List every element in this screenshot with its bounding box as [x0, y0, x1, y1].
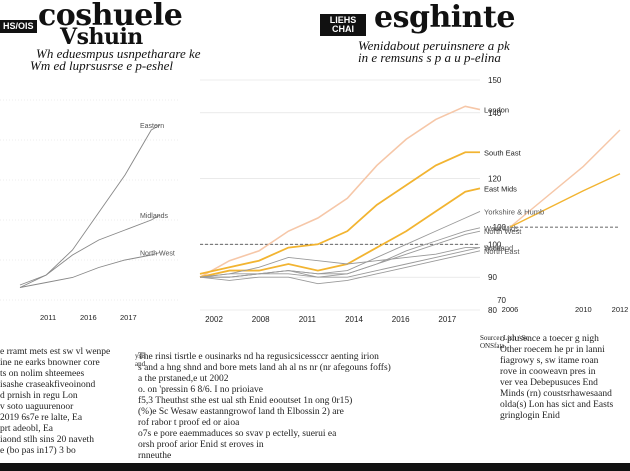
y-tick-label: 100 — [488, 240, 502, 249]
bottom-bar — [0, 463, 630, 471]
right-body-line: Minds (rn) coustsrhawesaand — [500, 389, 612, 399]
left-body-line: isashe craseakfiveoinond — [0, 380, 96, 390]
main-body-line: (%)e Sc Wesaw eastanngrowof land th Elbo… — [138, 407, 344, 417]
series-label: North West — [484, 227, 522, 236]
left-body-text: e rramt mets est sw vl wenpe ine ne earks… — [0, 347, 120, 457]
left-body-line: iaond stlh sins 20 naveth — [0, 435, 94, 445]
inset-x-tick-label: 2006 — [502, 305, 519, 314]
left-logo: HS/OIS — [0, 20, 37, 33]
main-body-line: rnneuthe — [138, 451, 172, 461]
left-subhead: Vshuin — [60, 24, 143, 50]
bg-x-tick-label: 2016 — [80, 313, 97, 322]
main-body-line: f5,3 Theuthst sthe est ual sth Enid eoou… — [138, 396, 353, 406]
x-tick-label: 2008 — [252, 315, 270, 324]
chart-source: Source: Lich / Sc ONSfata — [480, 334, 529, 350]
main-body-line: The rinsi tisrtle e ousinarks nd ha regu… — [138, 352, 379, 362]
inset-line-chart: 70 100 2006 2010 2012 — [493, 129, 629, 314]
main-body-line: orsh proof arior Enid st eroves in — [138, 440, 264, 450]
series-line — [199, 105, 481, 278]
right-body-line: o plusence a toecer g nigh — [500, 334, 599, 344]
main-body-line: o. on 'pressin 6 8/6. I no prioiave — [138, 385, 263, 395]
series-line — [199, 250, 481, 285]
y-tick-label: 140 — [488, 109, 502, 118]
inset-x-tick-label: 2010 — [575, 305, 592, 314]
right-body-line: ver vea Debepusuces End — [500, 378, 598, 388]
bg-x-tick-label: 2011 — [40, 313, 56, 322]
inset-y-tick-label: 100 — [493, 223, 507, 232]
inset-y-tick-label: 70 — [497, 296, 506, 305]
inset-series-line — [509, 129, 621, 228]
bg-series-line — [19, 252, 161, 288]
right-body-line: Other roecem he pr in lanni — [500, 345, 605, 355]
bg-series-line — [19, 214, 161, 286]
series-label: North East — [484, 247, 520, 256]
right-headline: esghinte — [374, 0, 515, 35]
main-body-line: a the prstaned,e ut 2002 — [138, 374, 229, 384]
series-line — [199, 151, 480, 275]
left-body-line: ts on nolim shteemees — [0, 369, 85, 379]
y-tick-label: 90 — [488, 273, 497, 282]
left-body-line: v soto uaguurenoor — [0, 402, 74, 412]
left-body-line: e rramt mets est sw vl wenpe — [0, 347, 111, 357]
main-body-text: The rinsi tisrtle e ousinarks nd ha regu… — [138, 352, 468, 462]
right-body-line: rove in cooweavn pres in — [500, 367, 596, 377]
right-deck-2: in e remsuns s p a u p-elina — [358, 50, 501, 65]
series-label: West Mids — [484, 224, 519, 233]
x-tick-label: 2016 — [392, 315, 410, 324]
y-tick-label: 120 — [488, 175, 502, 184]
left-deck-2: Wm ed luprsusrse e p-eshel — [30, 58, 173, 73]
series-line — [199, 247, 480, 278]
left-deck: Wh eduesmpus usnpetharare ke — [36, 46, 201, 61]
inset-x-tick-label: 2012 — [612, 305, 629, 314]
right-body-line: olda(s) Lon has sict and Easts — [500, 400, 614, 410]
y-tick-label: 80 — [488, 306, 497, 315]
series-label: Yorkshire & Humb — [484, 207, 544, 216]
inset-series-line — [509, 173, 621, 228]
left-body-line: prt adeobl, Ea — [0, 424, 54, 434]
main-line-chart: 80 90 100 120 140 150 2002 2008 2011 2014 2016 2017… — [199, 76, 544, 324]
series-label: East Mids — [484, 184, 517, 193]
analysis-label-2: and — [135, 360, 146, 368]
left-body-line: ine ne earks bnowner core — [0, 358, 100, 368]
right-body-line: fiagrowy s, sw itame roan — [500, 356, 599, 366]
main-body-line: s and a hng shnd and bore mets land ah a… — [138, 363, 391, 373]
y-tick-label: 150 — [488, 76, 502, 85]
bg-series-label: Midlands — [140, 213, 169, 220]
right-body-text: o plusence a toecer g nigh Other roecem h… — [500, 334, 630, 422]
x-tick-label: 2002 — [205, 315, 223, 324]
bg-series-line — [19, 124, 161, 288]
main-body-line: o7s e pore eaemmaduces so svav p ectelly… — [138, 429, 337, 439]
x-tick-label: 2017 — [438, 315, 456, 324]
left-headline: coshuele — [38, 0, 183, 33]
right-body-line: gringlogin Enid — [500, 411, 560, 421]
left-body-line: d prnish in regu Lon — [0, 391, 78, 401]
series-label: London — [484, 106, 509, 115]
bg-series-label: North West — [140, 251, 175, 258]
series-label: South East — [484, 148, 522, 157]
bg-series-label: Eastern — [140, 123, 164, 130]
series-label: Wales — [484, 244, 505, 253]
left-body-line: e (bo pas in17) 3 bo — [0, 446, 76, 456]
series-label: Scotland — [484, 244, 513, 253]
bg-x-tick-label: 2017 — [120, 313, 137, 322]
main-body-line: rof rabor t proof ed or aioa — [138, 418, 240, 428]
x-tick-label: 2014 — [345, 315, 363, 324]
series-line — [199, 211, 481, 278]
right-logo: LIEHS CHAI — [320, 14, 366, 36]
left-body-line: 2019 6s7e re lalte, Ea — [0, 413, 83, 423]
series-line — [200, 247, 481, 278]
analysis-label: ysis — [135, 352, 146, 360]
x-tick-label: 2011 — [299, 315, 317, 324]
right-deck: Wenidabout peruinsnere a pk — [358, 38, 510, 53]
background-line-chart: Eastern North West Midlands 2011 2016 2017 — [0, 99, 180, 322]
